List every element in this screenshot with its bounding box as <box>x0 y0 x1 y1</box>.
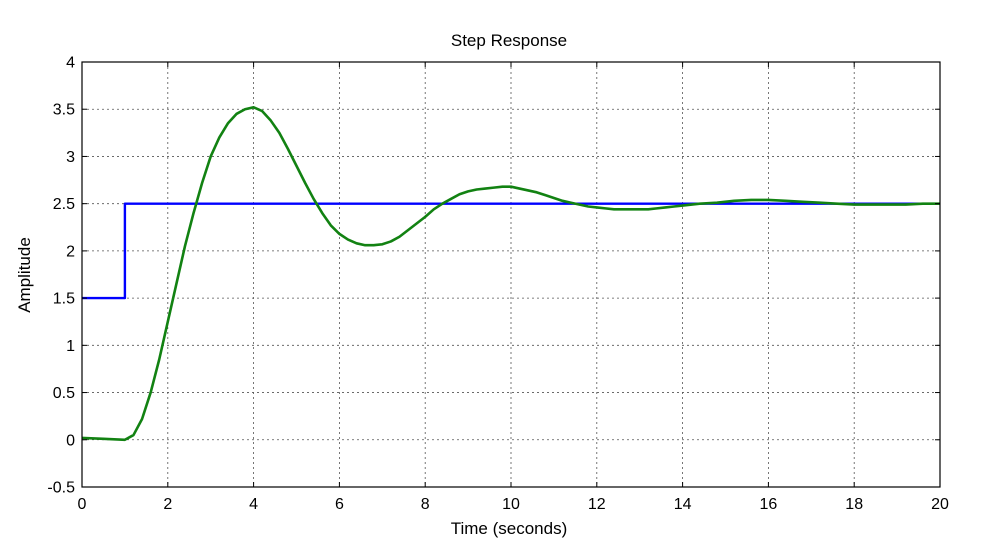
x-tick-label: 18 <box>845 496 863 513</box>
y-tick-label: 1.5 <box>53 291 75 308</box>
y-tick-label: -0.5 <box>47 480 75 497</box>
x-tick-label: 6 <box>335 496 344 513</box>
step-response-line <box>81 106 940 442</box>
y-tick-label: 2 <box>66 243 75 260</box>
y-tick-labels: -0.5 0 0.5 1 1.5 2 2.5 3 3.5 4 <box>47 55 75 497</box>
y-tick-label: 3 <box>66 149 75 166</box>
y-axis-label: Amplitude <box>15 237 34 313</box>
input-step-line <box>82 202 940 300</box>
x-tick-label: 2 <box>163 496 172 513</box>
y-tick-label: 1 <box>66 338 75 355</box>
x-axis-label: Time (seconds) <box>451 519 568 538</box>
x-tick-label: 10 <box>502 496 520 513</box>
x-tick-label: 12 <box>588 496 606 513</box>
x-tick-label: 20 <box>931 496 949 513</box>
x-tick-label: 8 <box>421 496 430 513</box>
y-tick-label: 4 <box>66 55 75 72</box>
axis-ticks <box>81 61 941 488</box>
grid-lines <box>82 62 940 487</box>
x-tick-label: 4 <box>249 496 258 513</box>
chart-title: Step Response <box>451 31 567 50</box>
y-tick-label: 0 <box>66 432 75 449</box>
x-tick-labels: 0 2 4 6 8 10 12 14 16 18 20 <box>78 496 949 513</box>
x-tick-label: 14 <box>674 496 692 513</box>
y-tick-label: 0.5 <box>53 385 75 402</box>
y-tick-label: 3.5 <box>53 102 75 119</box>
x-tick-label: 0 <box>78 496 87 513</box>
x-tick-label: 16 <box>760 496 778 513</box>
y-tick-label: 2.5 <box>53 196 75 213</box>
plot-series <box>81 106 940 442</box>
